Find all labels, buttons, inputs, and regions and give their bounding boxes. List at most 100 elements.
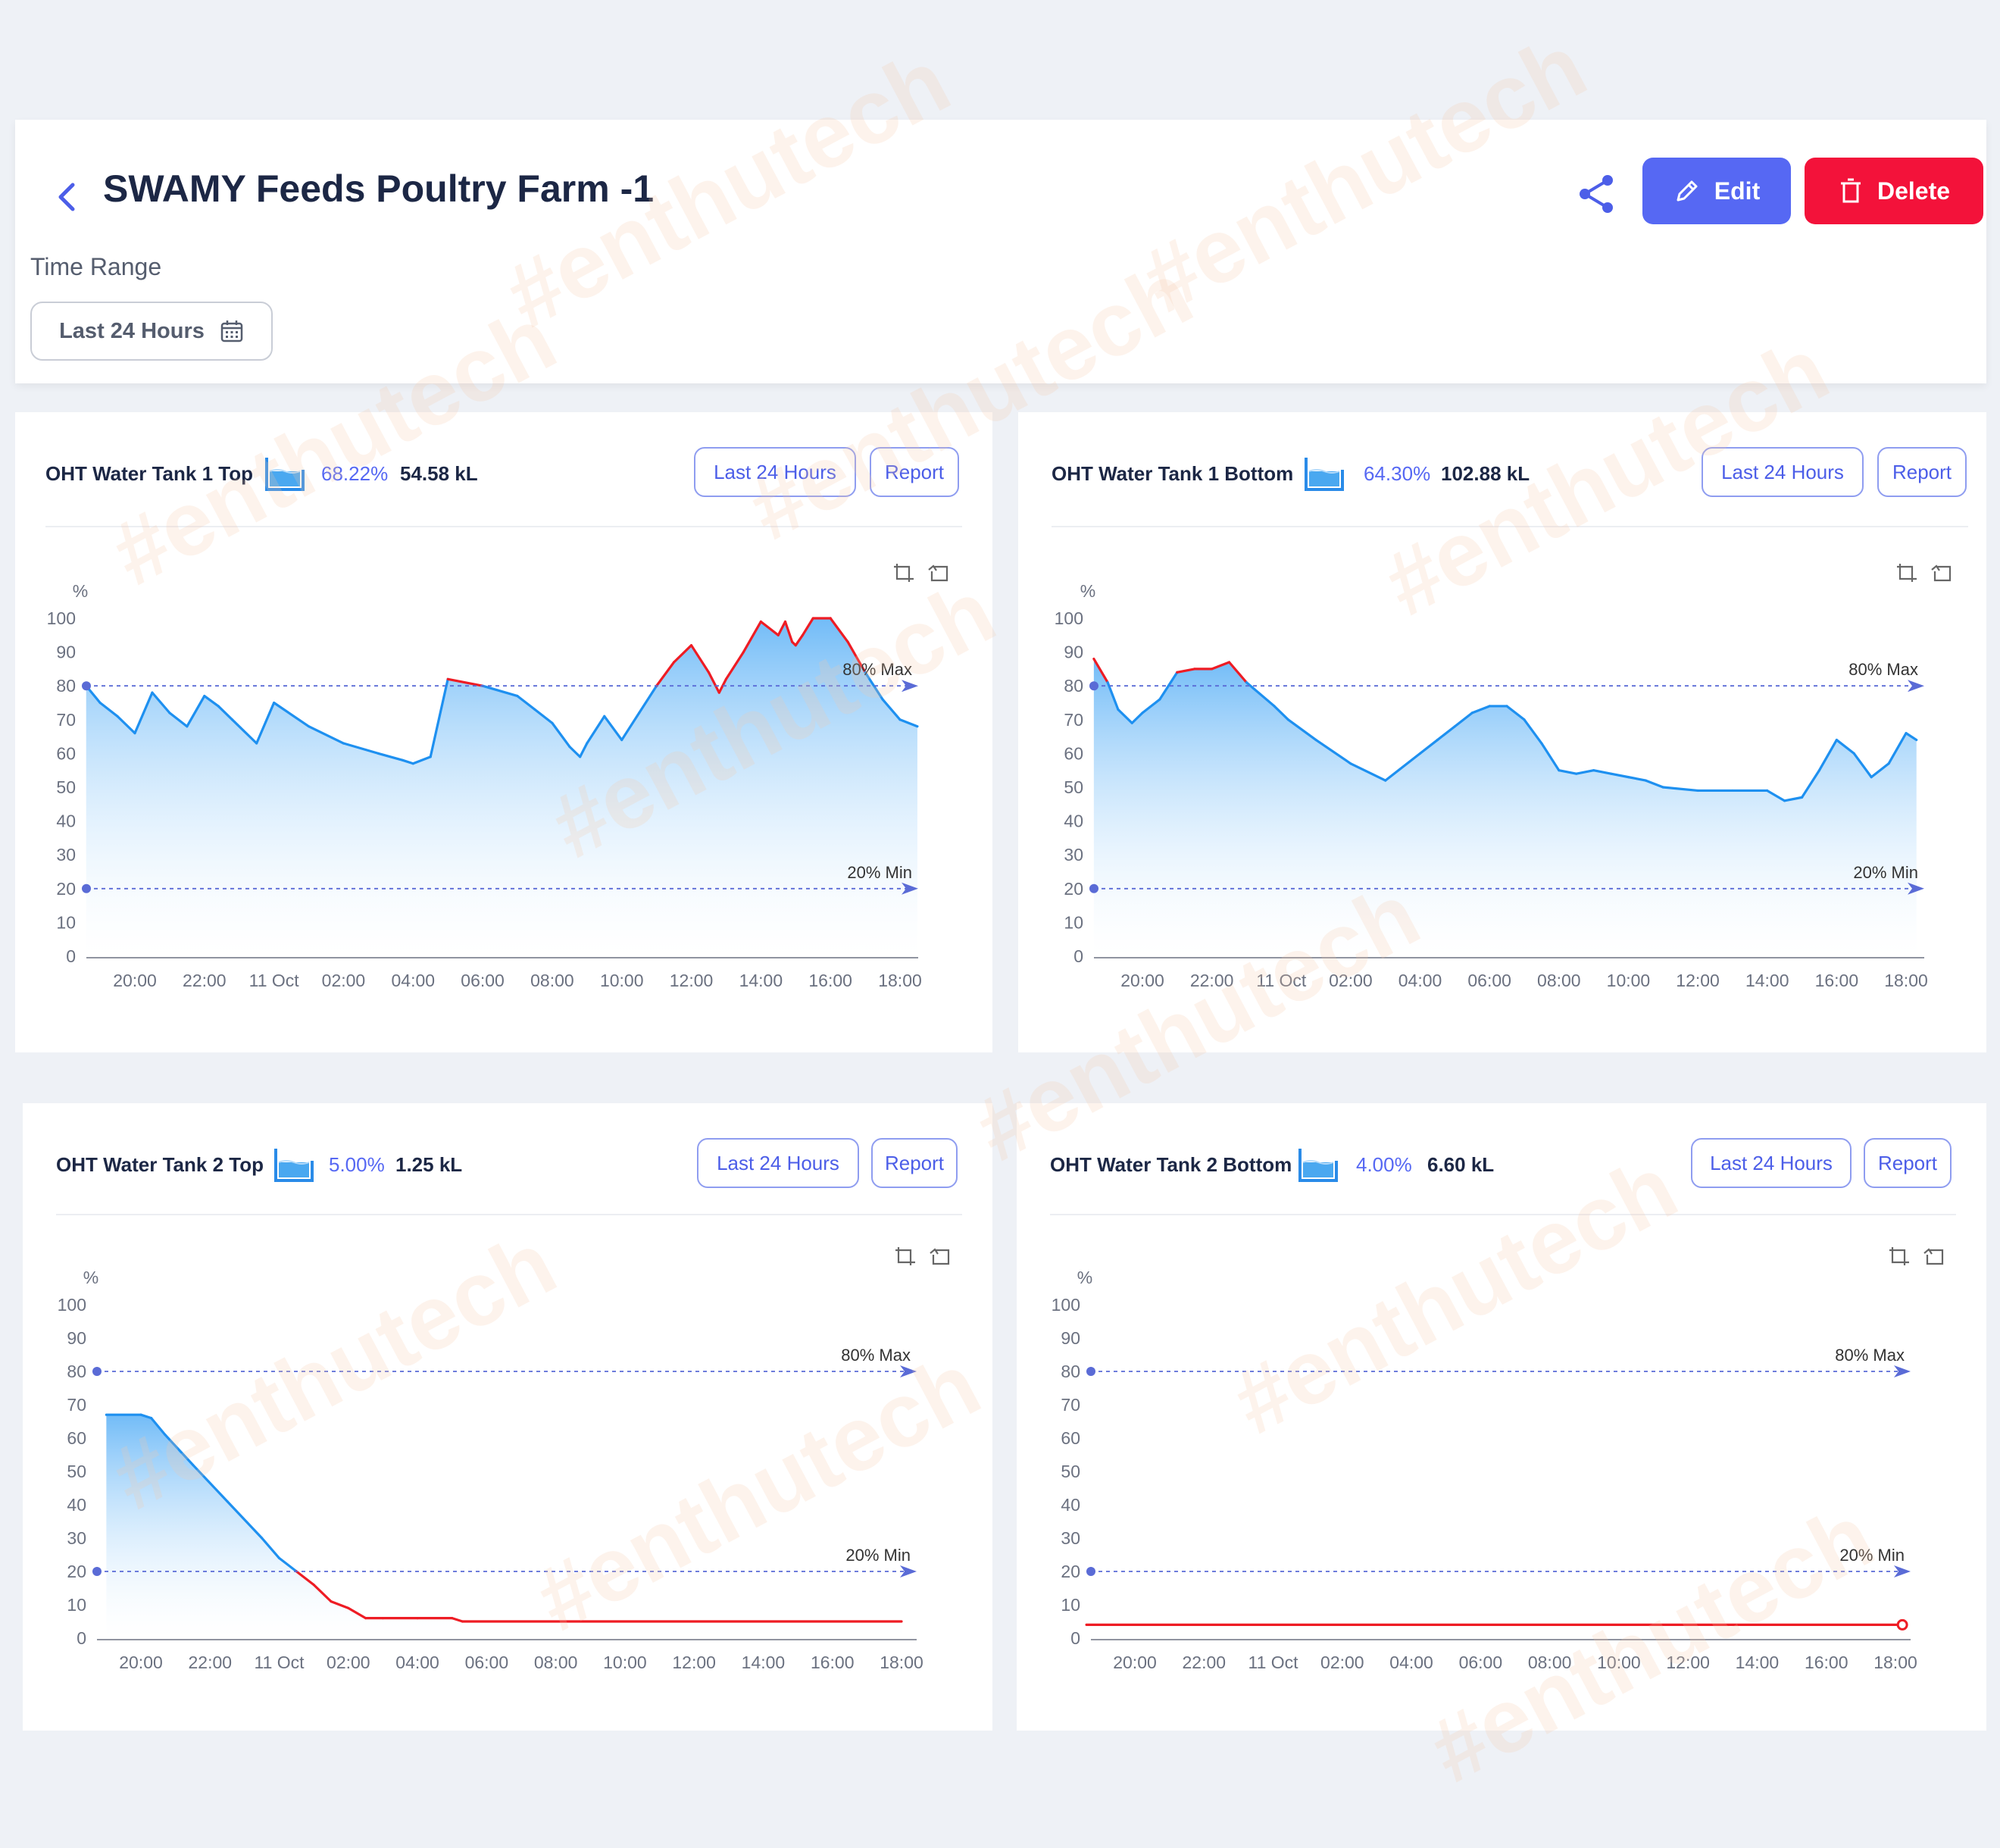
- time-range-select[interactable]: Last 24 Hours: [30, 302, 273, 361]
- fill-volume: 1.25 kL: [395, 1153, 463, 1176]
- y-axis-unit: %: [73, 581, 88, 601]
- x-tick-label: 10:00: [600, 971, 644, 990]
- reference-label: 80% Max: [841, 1346, 911, 1365]
- fill-percent: 64.30%: [1364, 462, 1431, 485]
- series-line-segment: [1130, 711, 1144, 724]
- delete-button[interactable]: Delete: [1805, 158, 1983, 224]
- series-line-segment: [1245, 681, 1276, 708]
- panel-title: OHT Water Tank 1 Top: [45, 462, 253, 485]
- series-line-segment: [1141, 698, 1161, 714]
- y-tick-label: 80: [56, 676, 76, 696]
- report-button[interactable]: Report: [871, 1138, 958, 1188]
- series-line-segment: [1800, 769, 1821, 799]
- y-tick-label: 0: [66, 946, 76, 966]
- reference-label: 20% Min: [1853, 863, 1918, 882]
- y-tick-label: 100: [47, 608, 76, 628]
- x-tick-label: 14:00: [1736, 1653, 1780, 1672]
- y-tick-label: 40: [67, 1495, 86, 1515]
- series-line-segment: [1887, 732, 1908, 765]
- series-line-segment: [1558, 769, 1578, 775]
- reference-arrow: [902, 680, 918, 693]
- x-tick-label: 20:00: [119, 1653, 163, 1672]
- series-line-segment: [401, 758, 414, 765]
- report-button[interactable]: Report: [1877, 447, 1967, 497]
- series-line-segment: [579, 742, 589, 758]
- reference-arrow: [1894, 1565, 1911, 1578]
- series-line-segment: [133, 691, 154, 735]
- series-line-segment: [98, 701, 119, 718]
- x-tick-label: 10:00: [1597, 1653, 1641, 1672]
- series-line-segment: [226, 1499, 264, 1540]
- zoom-icon: [1889, 1247, 1909, 1265]
- x-tick-label: 22:00: [188, 1653, 232, 1672]
- series-line-segment: [347, 1606, 367, 1620]
- x-tick-label: 08:00: [530, 971, 574, 990]
- reference-label: 20% Min: [845, 1546, 911, 1565]
- x-tick-label: 06:00: [1459, 1653, 1503, 1672]
- x-tick-label: 16:00: [1815, 971, 1859, 990]
- x-tick-label: 02:00: [322, 971, 366, 990]
- range-button[interactable]: Last 24 Hours: [697, 1138, 859, 1188]
- zoom-toolbox: [1897, 564, 1952, 582]
- zoom-toolbox: [895, 1247, 950, 1265]
- reference-arrow: [1908, 882, 1924, 895]
- series-line-segment: [1158, 671, 1179, 701]
- y-tick-label: 30: [56, 845, 76, 865]
- x-tick-label: 20:00: [113, 971, 157, 990]
- tank-level-chart: % 0 10 20 30 40 50 60 70 80 90 100 20:00 22:00 11 Oct 0…: [58, 1247, 950, 1672]
- fill-percent: 68.22%: [321, 462, 389, 485]
- panel-title: OHT Water Tank 1 Bottom: [1052, 462, 1294, 485]
- panel-divider: [45, 526, 962, 527]
- y-tick-label: 20: [56, 879, 76, 899]
- series-line-segment: [150, 1417, 167, 1437]
- report-button[interactable]: Report: [1864, 1138, 1952, 1188]
- series-line-segment: [295, 1570, 315, 1587]
- y-tick-label: 10: [1064, 912, 1083, 932]
- reference-label: 80% Max: [1848, 660, 1918, 679]
- series-line-segment: [342, 742, 380, 755]
- fill-volume: 54.58 kL: [400, 462, 478, 485]
- x-tick-label: 11 Oct: [1248, 1653, 1299, 1672]
- share-button[interactable]: [1573, 170, 1621, 218]
- x-tick-label: 10:00: [603, 1653, 647, 1672]
- series-line-segment: [1211, 661, 1231, 671]
- x-tick-label: 18:00: [880, 1653, 923, 1672]
- reference-label: 80% Max: [842, 660, 912, 679]
- back-button[interactable]: [44, 174, 89, 220]
- y-axis-unit: %: [1080, 581, 1095, 601]
- y-tick-label: 10: [1061, 1595, 1080, 1615]
- y-tick-label: 60: [1061, 1428, 1080, 1448]
- fill-percent: 4.00%: [1356, 1153, 1412, 1176]
- report-button[interactable]: Report: [870, 447, 959, 497]
- panel-divider: [56, 1214, 962, 1215]
- x-tick-label: 08:00: [534, 1653, 578, 1672]
- series-line-segment: [1470, 705, 1491, 714]
- y-tick-label: 20: [67, 1562, 86, 1581]
- range-button[interactable]: Last 24 Hours: [694, 447, 856, 497]
- reference-start-dot: [1089, 681, 1098, 691]
- y-tick-label: 30: [1061, 1528, 1080, 1548]
- range-button[interactable]: Last 24 Hours: [1702, 447, 1864, 497]
- y-tick-label: 0: [77, 1628, 86, 1648]
- edit-button[interactable]: Edit: [1642, 158, 1791, 224]
- series-line-segment: [1453, 711, 1473, 728]
- series-line-segment: [330, 1599, 350, 1610]
- series-line-segment: [191, 1463, 229, 1503]
- y-tick-label: 90: [1064, 643, 1083, 662]
- range-button[interactable]: Last 24 Hours: [1691, 1138, 1852, 1188]
- x-tick-label: 06:00: [465, 1653, 509, 1672]
- series-line-segment: [1176, 668, 1196, 674]
- x-tick-label: 11 Oct: [255, 1653, 305, 1672]
- series-line-segment: [1817, 738, 1838, 772]
- x-tick-label: 18:00: [1884, 971, 1928, 990]
- x-tick-label: 16:00: [808, 971, 852, 990]
- series-line-segment: [603, 714, 623, 742]
- x-tick-label: 18:00: [878, 971, 922, 990]
- fill-percent: 5.00%: [329, 1153, 385, 1176]
- series-line-segment: [168, 711, 189, 728]
- zoom-icon: [894, 564, 914, 582]
- y-tick-label: 90: [1061, 1328, 1080, 1348]
- y-tick-label: 40: [56, 811, 76, 831]
- tank-level-chart: % 0 10 20 30 40 50 60 70 80 90 100 20:00 22:00 11 Oct 0…: [47, 564, 948, 990]
- x-tick-label: 12:00: [1666, 1653, 1710, 1672]
